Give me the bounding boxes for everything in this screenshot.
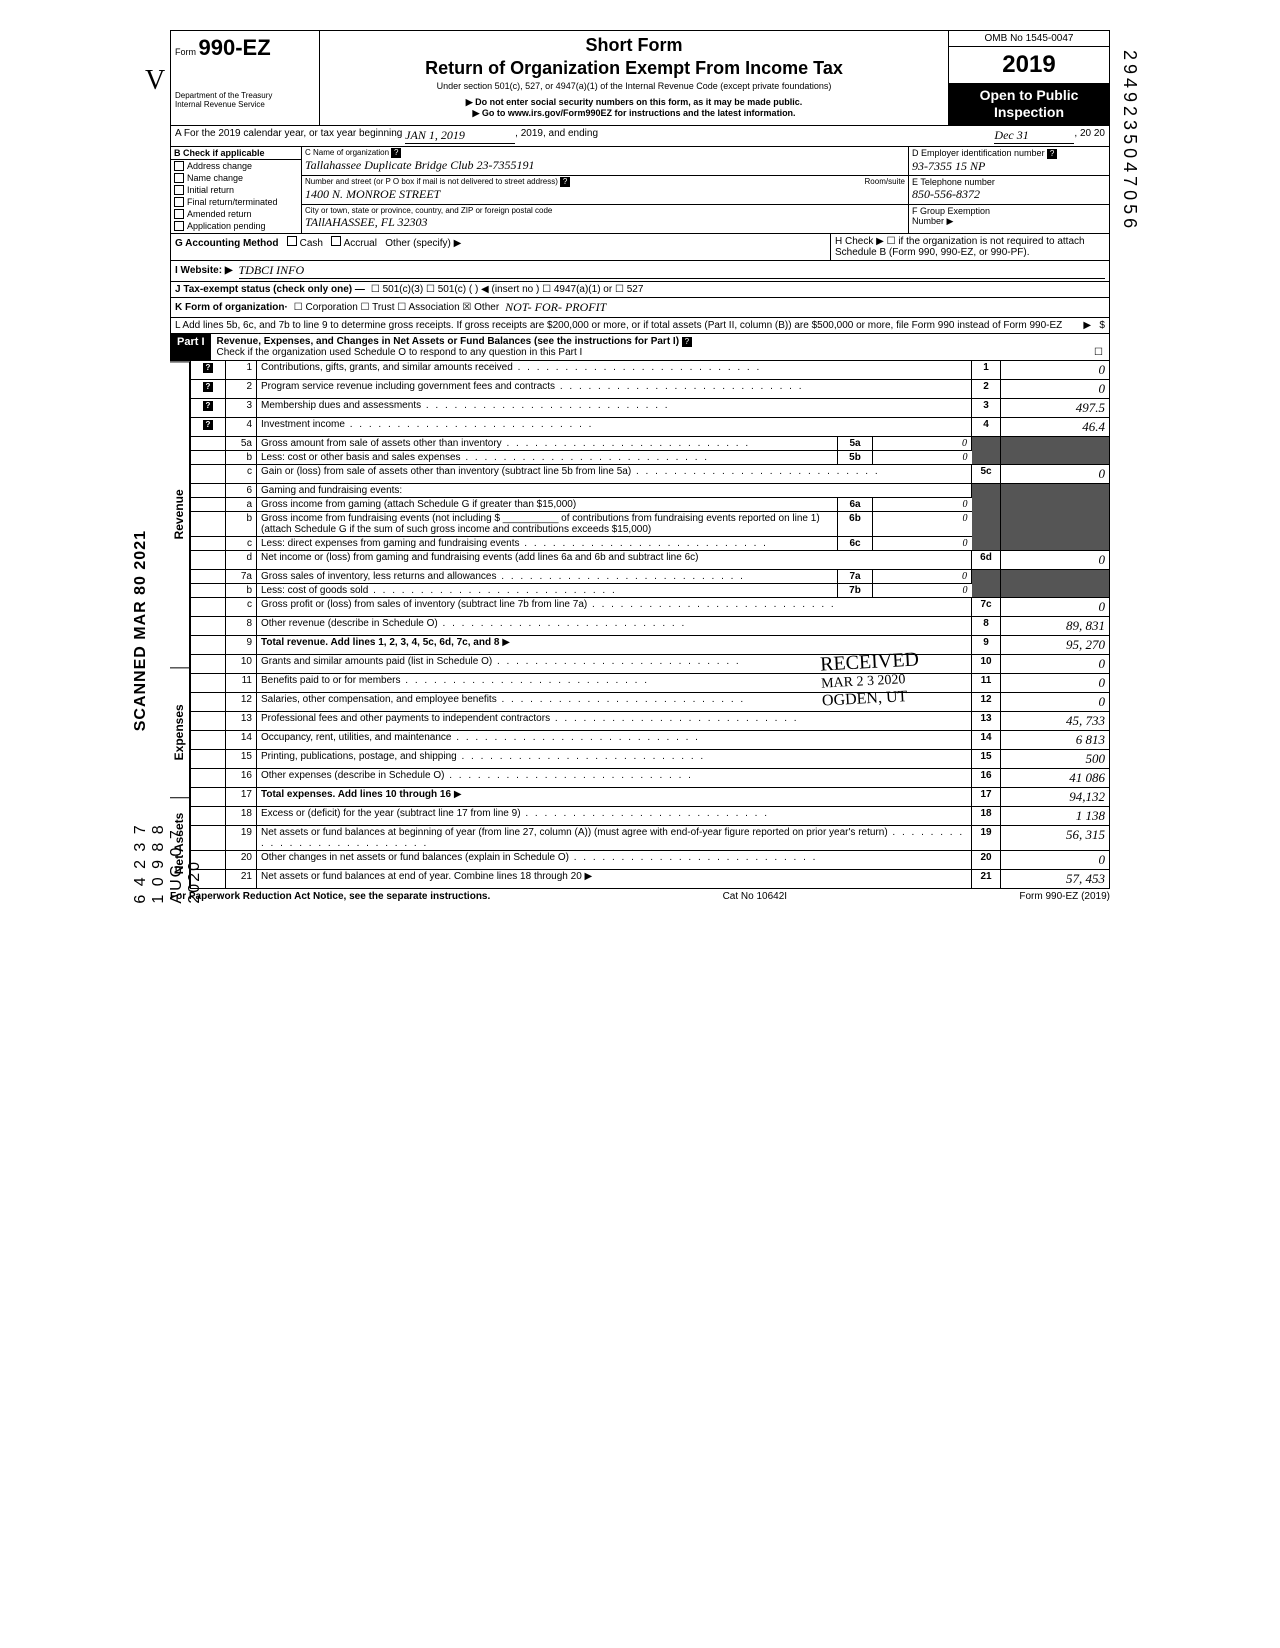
chk-app-pending[interactable]: Application pending — [171, 220, 301, 232]
h-check-text: H Check ▶ ☐ if the organization is not r… — [831, 234, 1109, 260]
k-options[interactable]: ☐ Corporation ☐ Trust ☐ Association ☒ Ot… — [294, 302, 499, 313]
short-form-title: Short Form — [324, 35, 944, 56]
chk-address-change[interactable]: Address change — [171, 160, 301, 172]
city-value[interactable]: TAllAHASSEE, FL 32303 — [305, 215, 905, 230]
chk-initial-return[interactable]: Initial return — [171, 184, 301, 196]
chk-name-change[interactable]: Name change — [171, 172, 301, 184]
opt-cash[interactable]: Cash — [300, 238, 323, 249]
part1-title: Revenue, Expenses, and Changes in Net As… — [217, 336, 680, 347]
row-a-year-suffix: , 20 20 — [1074, 128, 1105, 144]
vert-expenses: Expenses — [170, 667, 190, 797]
dept-label: Department of the Treasury Internal Reve… — [175, 91, 315, 109]
omb-number: OMB No 1545-0047 — [949, 31, 1109, 47]
row-k: K Form of organization· ☐ Corporation ☐ … — [170, 298, 1110, 318]
chk-final-return[interactable]: Final return/terminated — [171, 196, 301, 208]
ein-value[interactable]: 93-7355 15 NP — [912, 159, 1106, 174]
form-label: Form — [175, 47, 196, 57]
city-label: City or town, state or province, country… — [305, 206, 905, 215]
help-icon[interactable]: ? — [682, 337, 692, 347]
f-label: F Group Exemption Number ▶ — [912, 206, 1106, 227]
help-icon[interactable]: ? — [560, 177, 570, 187]
subtitle: Under section 501(c), 527, or 4947(a)(1)… — [324, 81, 944, 91]
row-j: J Tax-exempt status (check only one) — ☐… — [170, 282, 1110, 298]
street-value[interactable]: 1400 N. MONROE STREET — [305, 187, 905, 202]
side-scanned-stamp: SCANNED MAR 80 2021 — [132, 530, 150, 731]
d-label: D Employer identification number — [912, 148, 1045, 158]
opt-other[interactable]: Other (specify) ▶ — [385, 238, 461, 249]
row-a-label: A For the 2019 calendar year, or tax yea… — [175, 128, 402, 144]
row-a-mid: , 2019, and ending — [515, 128, 598, 144]
help-icon[interactable]: ? — [391, 148, 401, 158]
warning-url: ▶ Go to www.irs.gov/Form990EZ for instru… — [324, 108, 944, 119]
website-value[interactable]: TDBCI INFO — [239, 263, 1105, 279]
k-other-value[interactable]: NOT- FOR- PROFIT — [505, 300, 606, 315]
c-label: C Name of organization — [305, 148, 389, 157]
tax-year: 2019 — [949, 47, 1109, 83]
vert-revenue: Revenue — [170, 361, 190, 667]
warning-ssn: ▶ Do not enter social security numbers o… — [324, 97, 944, 108]
org-name-value[interactable]: Tallahassee Duplicate Bridge Club 23-735… — [305, 158, 905, 173]
footer-left: For Paperwork Reduction Act Notice, see … — [170, 891, 490, 902]
j-options[interactable]: ☐ 501(c)(3) ☐ 501(c) ( ) ◀ (insert no ) … — [371, 284, 644, 295]
row-a-end[interactable]: Dec 31 — [994, 128, 1074, 144]
row-a-tax-year: A For the 2019 calendar year, or tax yea… — [170, 125, 1110, 147]
part1-badge: Part I — [171, 334, 211, 360]
signature-initial: V — [145, 65, 165, 97]
addr-label: Number and street (or P O box if mail is… — [305, 177, 558, 186]
b-header: B Check if applicable — [171, 147, 301, 160]
part1-check-text: Check if the organization used Schedule … — [217, 347, 583, 358]
part1-header-row: Part I Revenue, Expenses, and Changes in… — [170, 334, 1110, 361]
side-tracking-right: 2949235047056 — [1119, 50, 1140, 232]
main-title: Return of Organization Exempt From Incom… — [324, 58, 944, 79]
row-i: I Website: ▶ TDBCI INFO — [170, 261, 1110, 282]
form-header: Form 990-EZ Department of the Treasury I… — [170, 30, 1110, 125]
lines-table: ?1Contributions, gifts, grants, and simi… — [190, 361, 1110, 889]
i-label: I Website: ▶ — [175, 265, 233, 276]
open-public-badge: Open to Public Inspection — [949, 83, 1109, 125]
footer: For Paperwork Reduction Act Notice, see … — [170, 889, 1110, 904]
chk-amended[interactable]: Amended return — [171, 208, 301, 220]
room-label: Room/suite — [865, 177, 905, 186]
section-bcdef: B Check if applicable Address change Nam… — [170, 147, 1110, 234]
l-text: L Add lines 5b, 6c, and 7b to line 9 to … — [175, 320, 1062, 331]
row-g-h: G Accounting Method Cash Accrual Other (… — [170, 234, 1110, 261]
e-label: E Telephone number — [912, 177, 1106, 187]
form-number: 990-EZ — [199, 35, 271, 60]
row-l: L Add lines 5b, 6c, and 7b to line 9 to … — [170, 318, 1110, 334]
g-label: G Accounting Method — [175, 238, 279, 249]
row-a-begin[interactable]: JAN 1, 2019 — [405, 128, 515, 144]
footer-mid: Cat No 10642I — [723, 891, 788, 902]
vert-net-assets: Net Assets — [170, 797, 190, 888]
footer-right: Form 990-EZ (2019) — [1019, 891, 1110, 902]
phone-value[interactable]: 850-556-8372 — [912, 187, 1106, 202]
opt-accrual[interactable]: Accrual — [344, 238, 377, 249]
k-label: K Form of organization· — [175, 302, 288, 313]
help-icon[interactable]: ? — [1047, 149, 1057, 159]
j-label: J Tax-exempt status (check only one) — — [175, 284, 365, 295]
